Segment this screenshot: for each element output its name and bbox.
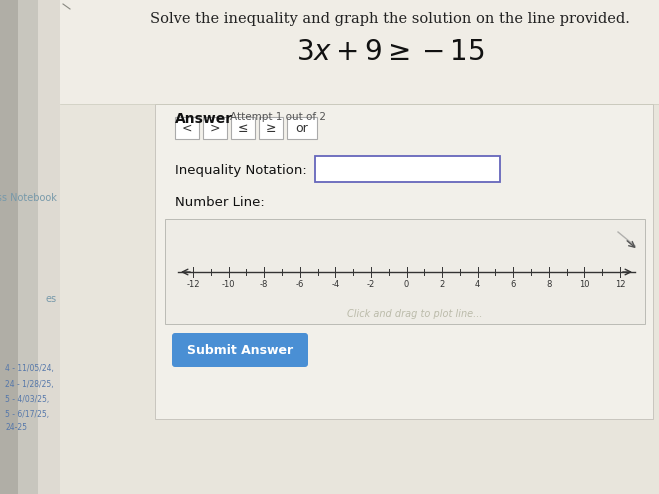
Bar xyxy=(18,0,38,494)
Text: -12: -12 xyxy=(186,280,200,289)
Bar xyxy=(287,117,317,139)
Text: 24-25: 24-25 xyxy=(5,422,27,431)
Text: -6: -6 xyxy=(296,280,304,289)
Text: 8: 8 xyxy=(546,280,552,289)
Bar xyxy=(0,0,18,494)
Text: ≤: ≤ xyxy=(238,122,248,134)
Text: <: < xyxy=(182,122,192,134)
Text: 2: 2 xyxy=(440,280,445,289)
Text: Inequality Notation:: Inequality Notation: xyxy=(175,164,306,177)
Bar xyxy=(155,104,653,419)
Bar xyxy=(203,117,227,139)
Text: Submit Answer: Submit Answer xyxy=(187,343,293,357)
Text: 4: 4 xyxy=(475,280,480,289)
Bar xyxy=(38,0,60,494)
Text: 5 - 4/03/25,: 5 - 4/03/25, xyxy=(5,395,49,404)
Text: Number Line:: Number Line: xyxy=(175,196,265,209)
Bar xyxy=(231,117,255,139)
Bar xyxy=(315,156,500,182)
Bar xyxy=(60,0,659,104)
Text: Click and drag to plot line...: Click and drag to plot line... xyxy=(347,309,483,319)
Text: -8: -8 xyxy=(260,280,268,289)
Text: or: or xyxy=(296,122,308,134)
Text: 10: 10 xyxy=(579,280,590,289)
Text: lass Notebook: lass Notebook xyxy=(0,193,57,203)
Bar xyxy=(175,117,199,139)
Bar xyxy=(259,117,283,139)
Text: 4 - 11/05/24,: 4 - 11/05/24, xyxy=(5,365,54,373)
FancyBboxPatch shape xyxy=(172,333,308,367)
Text: $3x + 9 \geq -15$: $3x + 9 \geq -15$ xyxy=(296,39,484,66)
Text: Attempt 1 out of 2: Attempt 1 out of 2 xyxy=(230,112,326,122)
Text: Answer: Answer xyxy=(175,112,233,126)
Text: -10: -10 xyxy=(222,280,235,289)
Text: es: es xyxy=(46,294,57,304)
Text: 12: 12 xyxy=(615,280,625,289)
Text: 6: 6 xyxy=(511,280,516,289)
Text: 5 - 6/17/25,: 5 - 6/17/25, xyxy=(5,410,49,418)
Text: -4: -4 xyxy=(331,280,339,289)
Text: >: > xyxy=(210,122,220,134)
Text: Solve the inequality and graph the solution on the line provided.: Solve the inequality and graph the solut… xyxy=(150,12,630,26)
Text: ≥: ≥ xyxy=(266,122,276,134)
Text: -2: -2 xyxy=(367,280,375,289)
Bar xyxy=(165,219,645,324)
Text: 24 - 1/28/25,: 24 - 1/28/25, xyxy=(5,379,53,388)
Text: 0: 0 xyxy=(404,280,409,289)
